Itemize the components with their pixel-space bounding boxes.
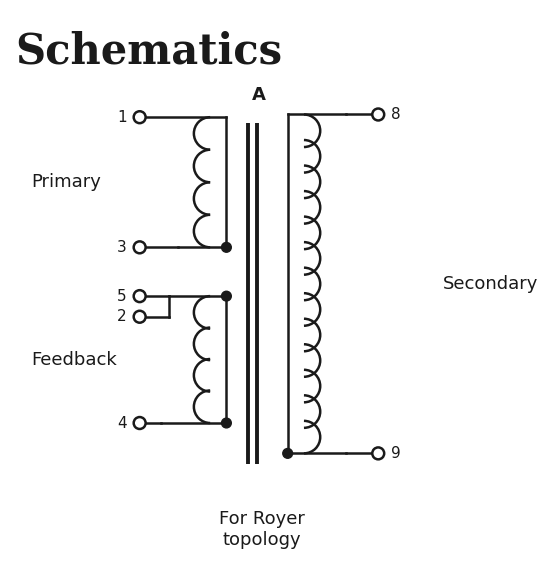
Circle shape [283,449,293,458]
Text: Secondary: Secondary [443,275,538,293]
Text: For Royer
topology: For Royer topology [219,510,305,549]
Circle shape [134,290,146,302]
Circle shape [134,311,146,323]
Circle shape [134,111,146,123]
Text: Feedback: Feedback [31,351,117,369]
Text: Primary: Primary [31,173,101,191]
Circle shape [372,448,384,459]
Text: 9: 9 [391,446,401,461]
Circle shape [134,241,146,253]
Circle shape [372,108,384,120]
Circle shape [221,291,231,301]
Circle shape [221,418,231,428]
Text: 5: 5 [117,289,126,304]
Circle shape [134,417,146,429]
Text: 4: 4 [117,415,126,430]
Text: 1: 1 [117,109,126,124]
Text: 3: 3 [117,240,126,255]
Text: 2: 2 [117,309,126,324]
Text: A: A [252,86,266,104]
Text: Schematics: Schematics [15,31,282,73]
Text: 8: 8 [391,107,401,122]
Circle shape [221,242,231,252]
